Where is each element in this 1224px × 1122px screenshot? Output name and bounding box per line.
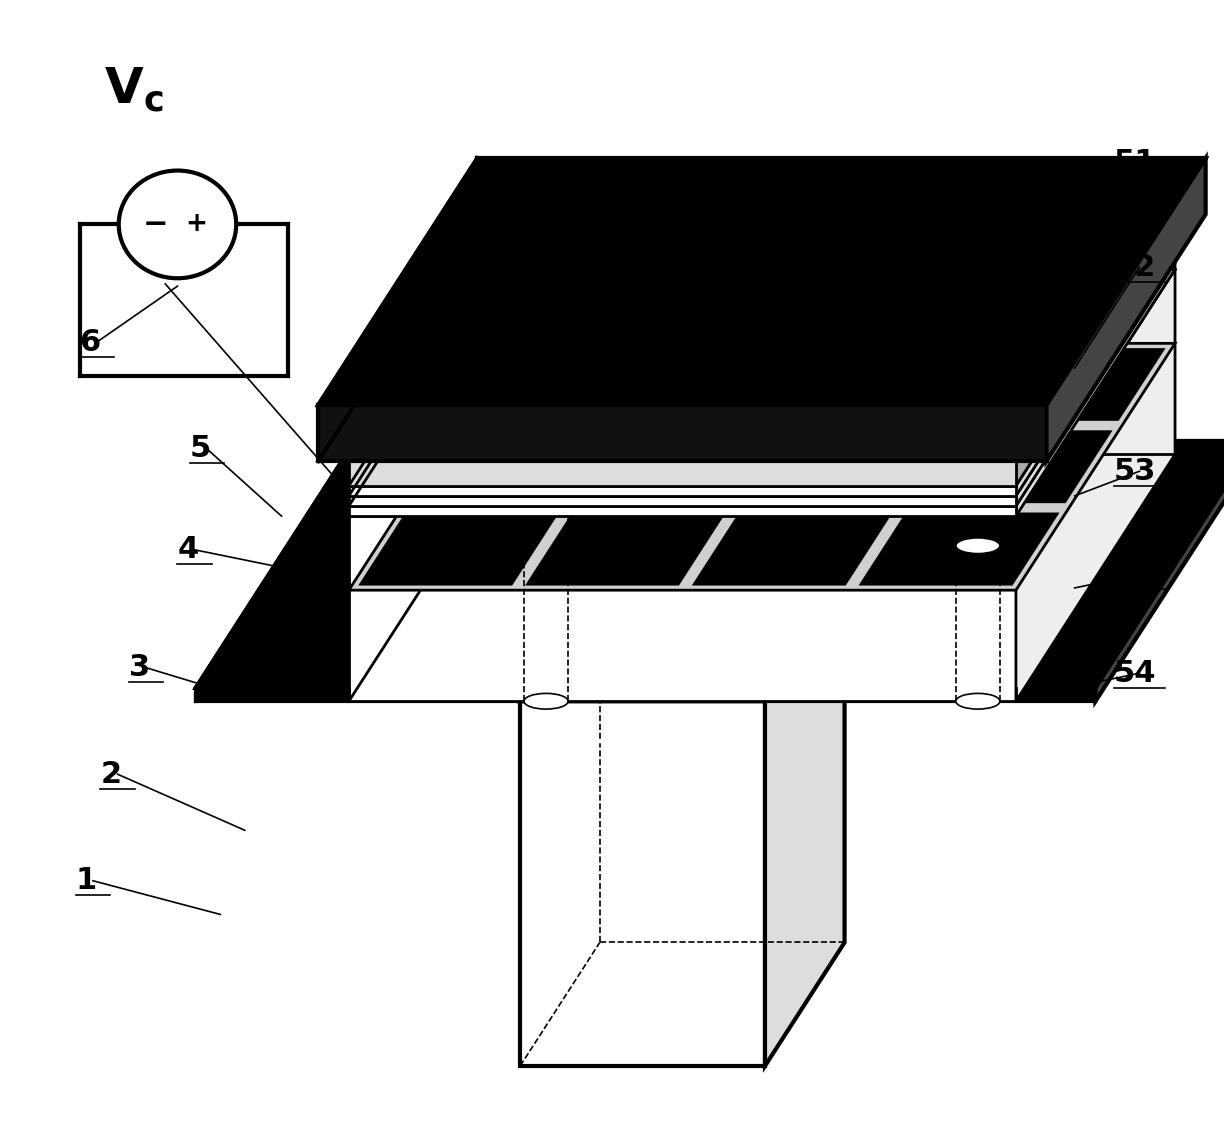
Polygon shape [1016,269,1175,701]
Polygon shape [196,441,1224,688]
Polygon shape [579,431,778,503]
Polygon shape [349,496,1016,506]
Text: 54: 54 [1114,659,1157,688]
Text: −: − [143,210,168,239]
Polygon shape [349,343,1175,590]
Polygon shape [1016,239,1175,496]
Polygon shape [632,348,831,421]
Polygon shape [520,578,845,701]
Text: +: + [185,211,207,238]
Polygon shape [349,461,1016,486]
Polygon shape [1016,259,1175,516]
Ellipse shape [956,693,1000,709]
Polygon shape [693,513,892,586]
Polygon shape [520,701,765,1066]
Ellipse shape [524,380,568,396]
Polygon shape [1095,441,1224,701]
Polygon shape [318,405,1047,461]
Polygon shape [349,214,1175,461]
Polygon shape [349,239,1175,486]
Polygon shape [318,158,1206,405]
Polygon shape [349,506,1016,516]
Text: 1: 1 [76,866,97,895]
Polygon shape [912,431,1113,503]
Polygon shape [411,431,612,503]
Polygon shape [349,249,1175,496]
Text: 4: 4 [177,535,198,564]
Polygon shape [798,348,999,421]
Polygon shape [745,431,945,503]
Polygon shape [465,348,665,421]
Polygon shape [765,578,845,1066]
Polygon shape [1016,249,1175,506]
Circle shape [119,171,236,278]
Text: 52: 52 [1114,252,1157,282]
Text: 5: 5 [190,434,211,463]
Text: 3: 3 [129,653,149,682]
Ellipse shape [524,693,568,709]
Polygon shape [859,513,1059,586]
Text: 51: 51 [1114,148,1157,177]
Polygon shape [525,513,726,586]
Polygon shape [196,688,1095,701]
Text: 2: 2 [100,760,121,789]
Ellipse shape [956,537,1000,553]
Polygon shape [1016,214,1175,486]
Polygon shape [349,486,1016,496]
Polygon shape [359,513,559,586]
Text: 53: 53 [1114,457,1157,486]
Text: 6: 6 [80,328,100,357]
Polygon shape [1047,158,1206,461]
Polygon shape [349,516,1016,701]
Text: $\mathbf{V_c}$: $\mathbf{V_c}$ [104,65,164,114]
Polygon shape [965,348,1165,421]
Text: 50: 50 [1114,560,1157,589]
Polygon shape [349,259,1175,506]
